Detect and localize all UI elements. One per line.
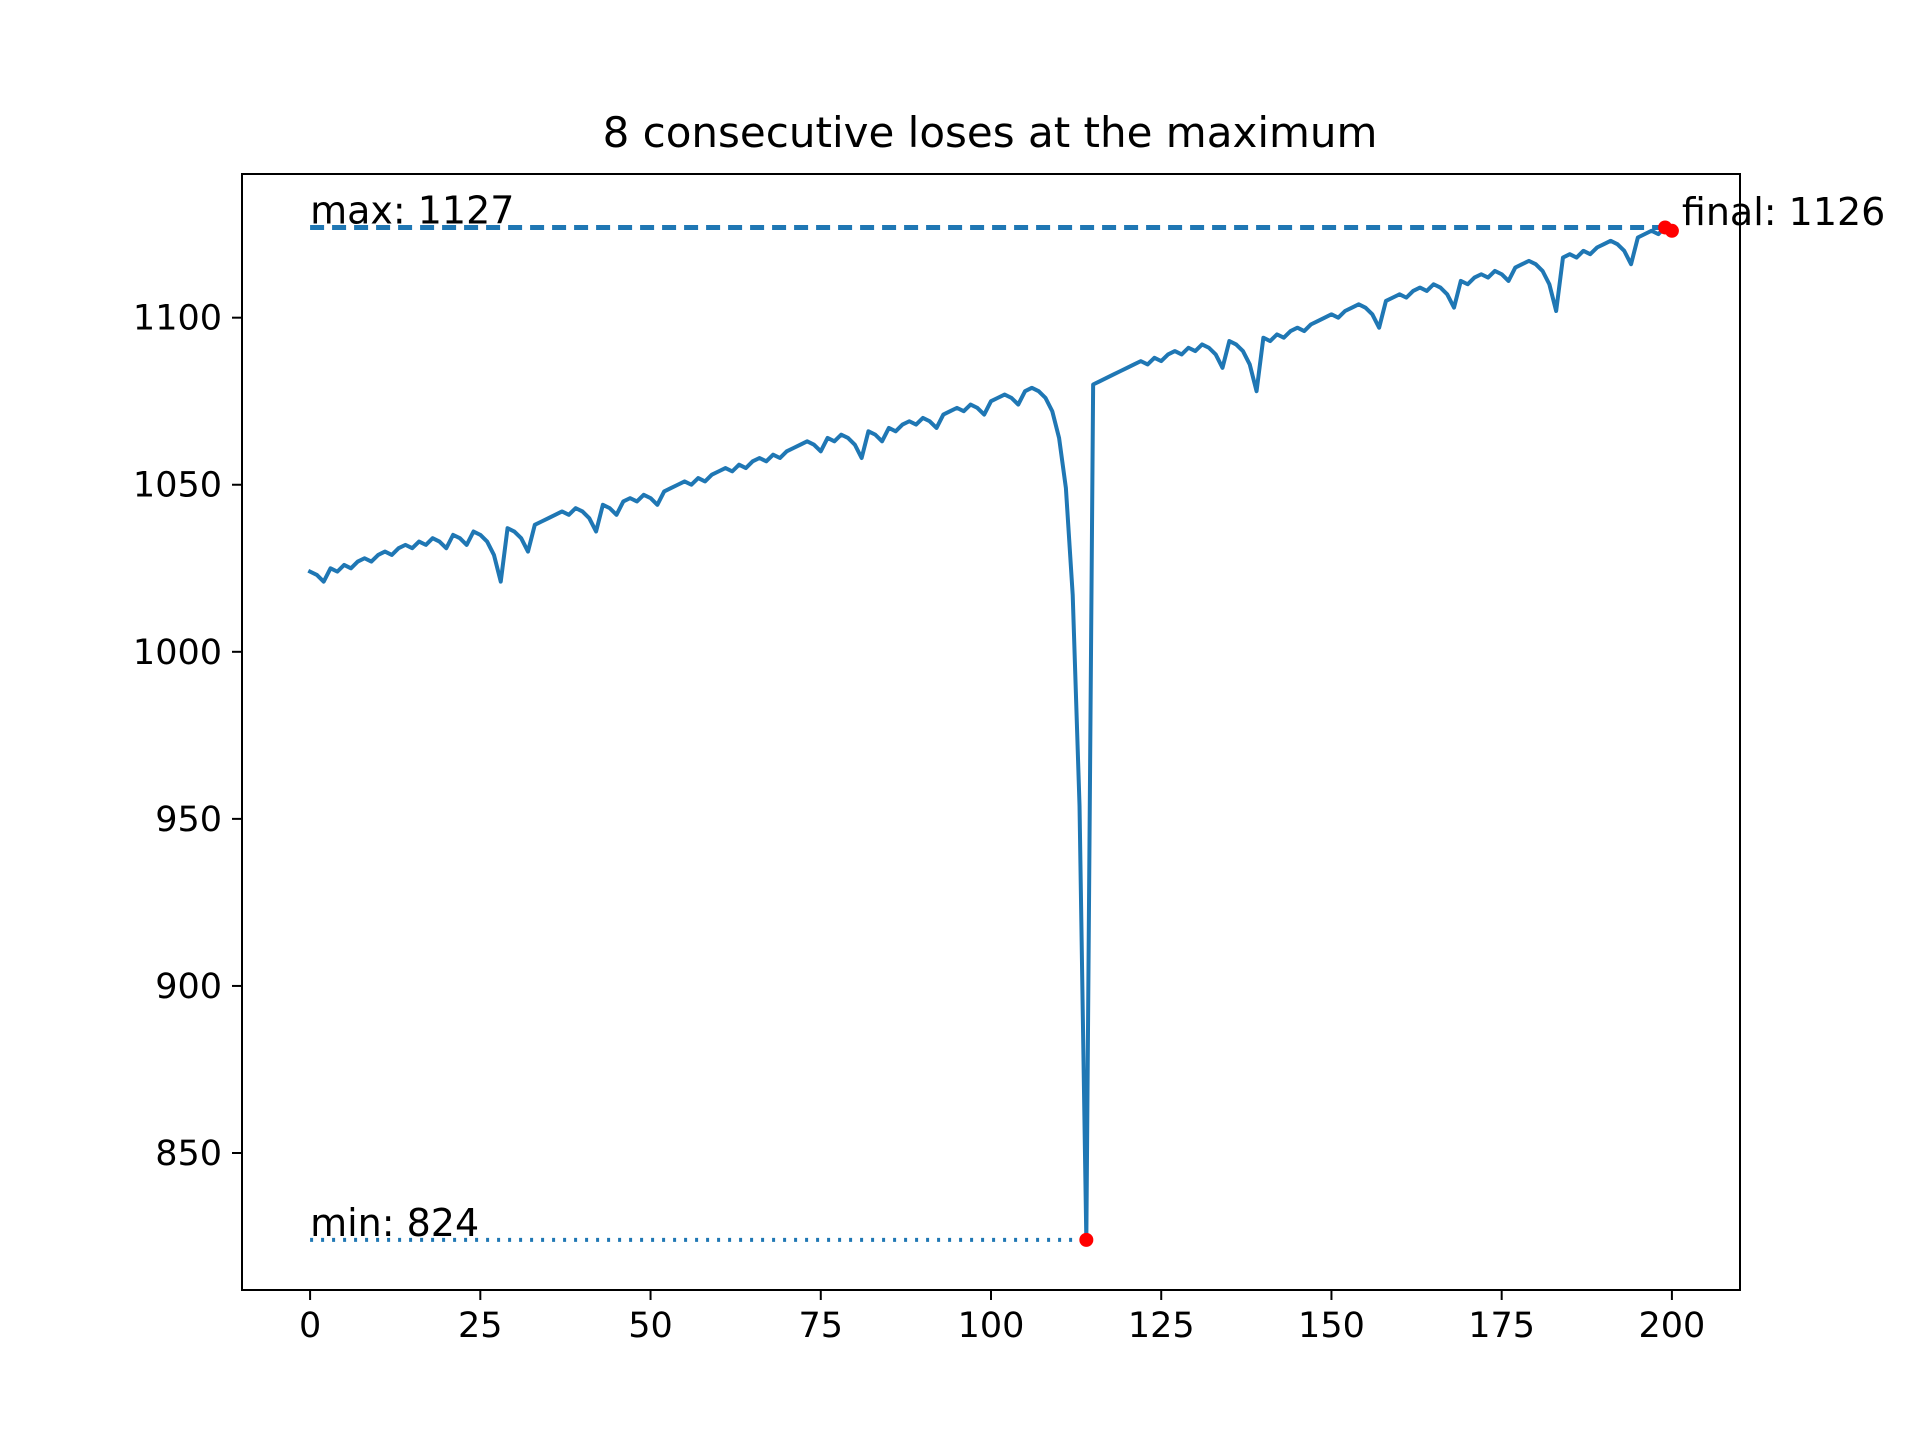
x-tick-label: 50 xyxy=(628,1306,673,1346)
plot-background xyxy=(242,174,1740,1290)
y-tick-label: 900 xyxy=(155,967,222,1007)
x-tick-label: 125 xyxy=(1128,1306,1195,1346)
y-tick-label: 950 xyxy=(155,800,222,840)
x-tick-label: 175 xyxy=(1468,1306,1535,1346)
annotation-label-0: max: 1127 xyxy=(310,188,514,232)
series-layer xyxy=(307,225,1675,1242)
x-tick-label: 150 xyxy=(1298,1306,1365,1346)
markers xyxy=(1079,220,1679,1247)
x-tick-label: 200 xyxy=(1639,1306,1706,1346)
axes: 0 25 50 75 100 125 150 175 200 850 900 950 1000 1050 1… xyxy=(133,173,1741,1346)
y-tick-label: 1050 xyxy=(133,466,222,506)
x-tick-label: 0 xyxy=(299,1306,321,1346)
series-line-0 xyxy=(307,225,1675,1242)
annotations: max: 1127 min: 824 final: 1126 xyxy=(310,188,1885,1244)
annotation-label-1: min: 824 xyxy=(310,1201,479,1245)
chart-title: 8 consecutive loses at the maximum xyxy=(603,108,1378,157)
y-tick-label: 850 xyxy=(155,1134,222,1174)
x-tick-label: 25 xyxy=(458,1306,503,1346)
reference-lines xyxy=(310,224,1672,1242)
annotation-label-2: final: 1126 xyxy=(1682,190,1885,234)
x-tick-label: 100 xyxy=(958,1306,1025,1346)
data-point-marker-2 xyxy=(1664,223,1679,238)
plot-area xyxy=(242,174,1740,1290)
x-tick-label: 75 xyxy=(798,1306,843,1346)
y-tick-label: 1100 xyxy=(133,299,222,339)
y-tick-label: 1000 xyxy=(133,633,222,673)
data-point-marker-0 xyxy=(1079,1232,1094,1247)
